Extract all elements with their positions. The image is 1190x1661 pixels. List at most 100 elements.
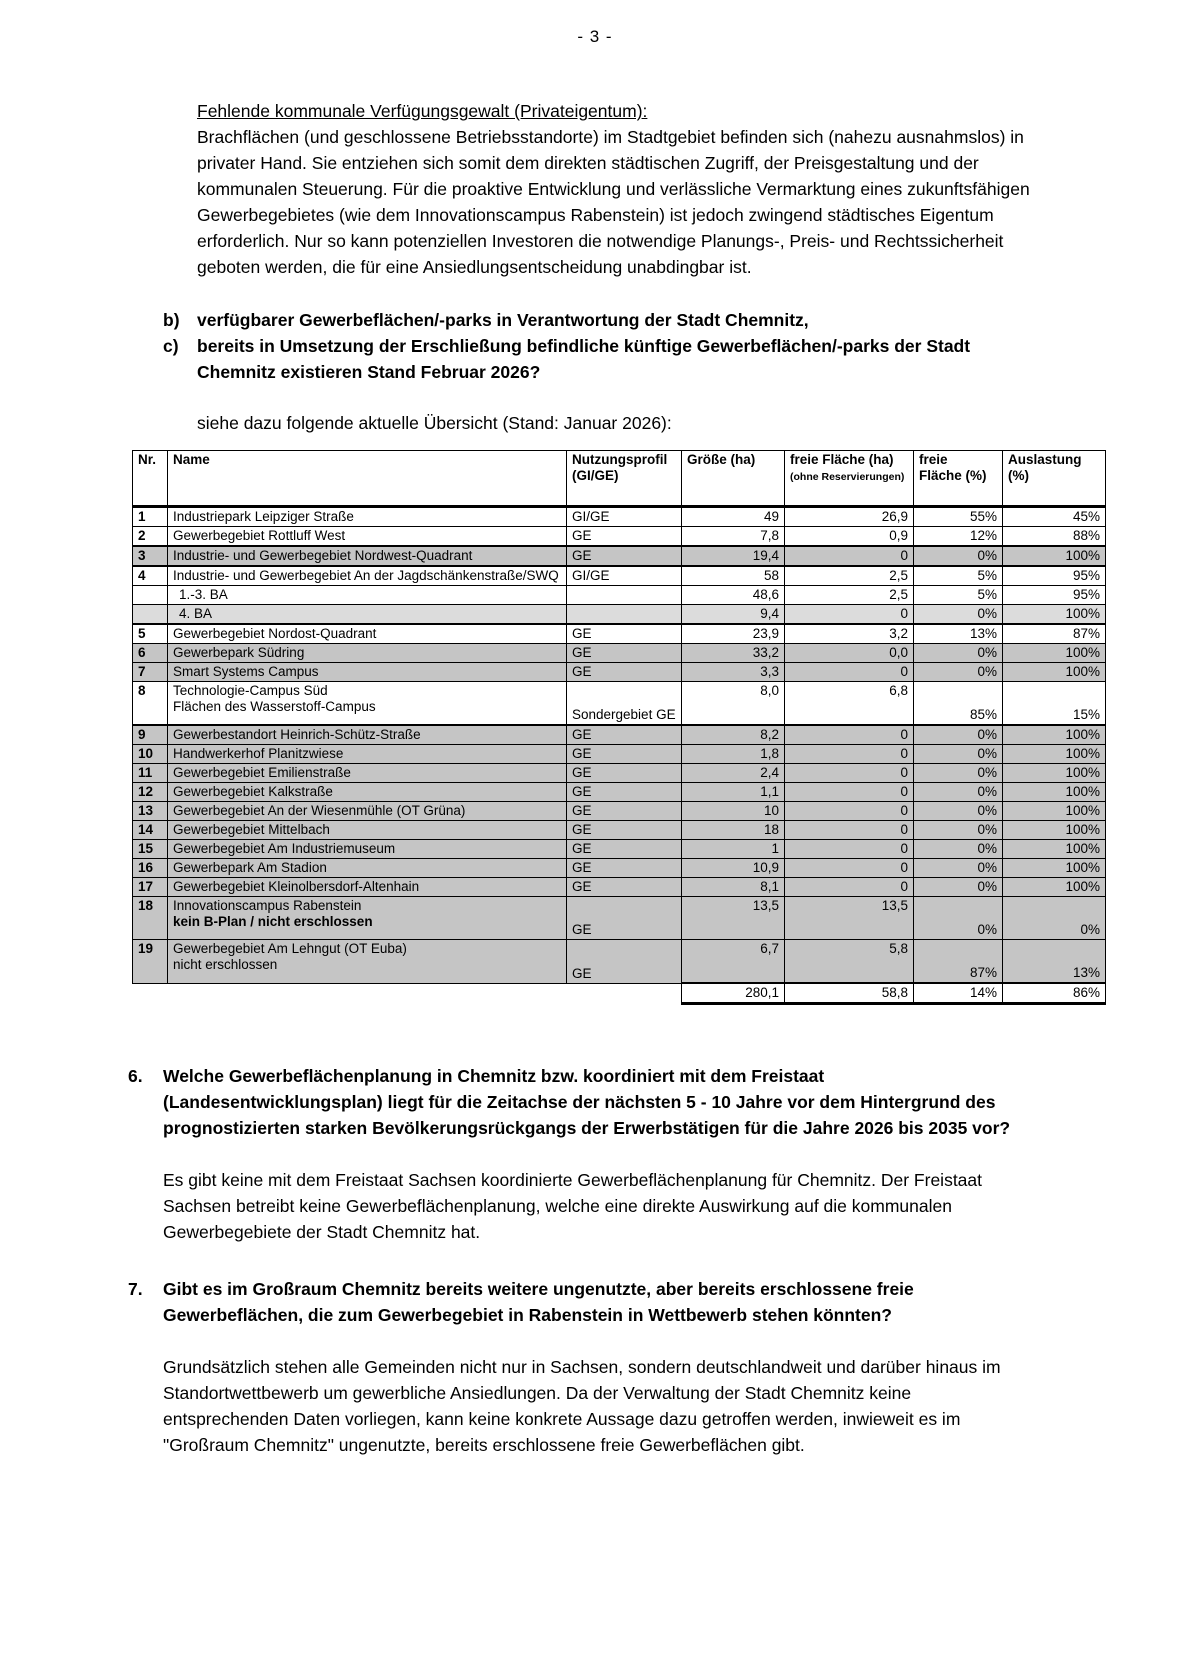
cell-name: Gewerbepark Südring xyxy=(167,643,567,663)
cell-frei-ha: 0 xyxy=(784,801,914,821)
cell-groesse: 8,0 xyxy=(681,681,785,726)
question-7-text: Gibt es im Großraum Chemnitz bereits wei… xyxy=(163,1279,914,1325)
cell-nr: 3 xyxy=(132,545,168,567)
site-name: 4. BA xyxy=(179,606,213,621)
cell-groesse: 1,8 xyxy=(681,744,785,764)
cell-auslastung: 100% xyxy=(1002,858,1106,878)
cell-name: 1.-3. BA xyxy=(167,585,567,605)
table-row: 1.-3. BA 48,6 2,5 5% 95% xyxy=(132,585,1106,605)
total-frei-pct: 14% xyxy=(913,982,1003,1005)
header-auslastung-line1: Auslastung xyxy=(1008,452,1082,467)
table-header: Nr. Name Nutzungsprofil (GI/GE) Größe (h… xyxy=(132,450,1106,508)
cell-frei-ha: 2,5 xyxy=(784,565,914,586)
cell-nutzungsprofil: GE xyxy=(566,623,682,644)
cell-nr: 18 xyxy=(132,896,168,940)
cell-auslastung: 13% xyxy=(1002,939,1106,984)
table-row: 13 Gewerbegebiet An der Wiesenmühle (OT G… xyxy=(132,801,1106,821)
cell-frei-ha: 0 xyxy=(784,820,914,840)
table-row: 16 Gewerbepark Am Stadion GE 10,9 0 0% 100% xyxy=(132,858,1106,878)
total-frei-ha: 58,8 xyxy=(784,982,914,1005)
cell-frei-ha: 0 xyxy=(784,545,914,567)
cell-nr: 1 xyxy=(132,506,168,527)
table-row: 15 Gewerbegebiet Am Industriemuseum GE 1 0 0%… xyxy=(132,839,1106,859)
question-7-block: 7. Gibt es im Großraum Chemnitz bereits … xyxy=(128,1276,1040,1458)
table-row: 4 Industrie- und Gewerbegebiet An der Jag… xyxy=(132,565,1106,586)
header-nutzungsprofil-line2: (GI/GE) xyxy=(572,468,619,483)
cell-auslastung: 100% xyxy=(1002,763,1106,783)
site-name-note: kein B-Plan / nicht erschlossen xyxy=(173,914,373,929)
question-6-block: 6. Welche Gewerbeflächenplanung in Chemn… xyxy=(128,1063,1040,1245)
list-item-b-text: verfügbarer Gewerbeflächen/-parks in Ver… xyxy=(197,310,809,330)
question-6-number: 6. xyxy=(128,1066,143,1086)
cell-groesse: 8,2 xyxy=(681,724,785,745)
cell-name: Gewerbegebiet Emilienstraße xyxy=(167,763,567,783)
table-row: 3 Industrie- und Gewerbegebiet Nordwest-Q… xyxy=(132,545,1106,567)
site-name: Handwerkerhof Planitzwiese xyxy=(173,746,344,761)
cell-frei-ha: 0 xyxy=(784,877,914,897)
cell-frei-pct: 0% xyxy=(913,604,1003,625)
cell-groesse: 6,7 xyxy=(681,939,785,984)
table-row: 2 Gewerbegebiet Rottluff West GE 7,8 0,9 12% 8… xyxy=(132,526,1106,547)
cell-nr xyxy=(132,585,168,605)
cell-nutzungsprofil: GE xyxy=(566,877,682,897)
cell-auslastung: 100% xyxy=(1002,643,1106,663)
cell-name: Gewerbegebiet Am Lehngut (OT Euba) nicht … xyxy=(167,939,567,984)
cell-auslastung: 0% xyxy=(1002,896,1106,940)
table-row: 14 Gewerbegebiet Mittelbach GE 18 0 0% 100% xyxy=(132,820,1106,840)
cell-frei-ha: 26,9 xyxy=(784,506,914,527)
header-freie-flaeche-ha: freie Fläche (ha) (ohne Reservierungen) xyxy=(784,450,914,508)
cell-frei-pct: 12% xyxy=(913,526,1003,547)
cell-name: Gewerbegebiet Mittelbach xyxy=(167,820,567,840)
cell-auslastung: 15% xyxy=(1002,681,1106,726)
cell-groesse: 8,1 xyxy=(681,877,785,897)
site-name: Innovationscampus Rabenstein xyxy=(173,898,362,913)
table-row: 9 Gewerbestandort Heinrich-Schütz-Straße G… xyxy=(132,724,1106,745)
cell-groesse: 7,8 xyxy=(681,526,785,547)
site-name: Gewerbegebiet Rottluff West xyxy=(173,528,346,543)
list-item-c: c) bereits in Umsetzung der Erschließung… xyxy=(163,333,1050,385)
question-7: 7. Gibt es im Großraum Chemnitz bereits … xyxy=(128,1276,1040,1328)
site-name: Industrie- und Gewerbegebiet An der Jagd… xyxy=(173,568,559,583)
header-groesse: Größe (ha) xyxy=(681,450,785,508)
page-number: - 3 - xyxy=(577,27,613,46)
cell-frei-pct: 0% xyxy=(913,662,1003,682)
cell-frei-ha: 3,2 xyxy=(784,623,914,644)
site-name: Gewerbepark Südring xyxy=(173,645,305,660)
cell-auslastung: 100% xyxy=(1002,545,1106,567)
cell-frei-pct: 0% xyxy=(913,782,1003,802)
cell-nr: 4 xyxy=(132,565,168,586)
cell-nr: 11 xyxy=(132,763,168,783)
header-auslastung-line2: (%) xyxy=(1008,468,1029,483)
cell-nutzungsprofil xyxy=(566,585,682,605)
cell-frei-pct: 0% xyxy=(913,724,1003,745)
question-6: 6. Welche Gewerbeflächenplanung in Chemn… xyxy=(128,1063,1040,1141)
site-name: Gewerbepark Am Stadion xyxy=(173,860,327,875)
cell-name: Gewerbegebiet Am Industriemuseum xyxy=(167,839,567,859)
cell-nutzungsprofil: GE xyxy=(566,858,682,878)
cell-auslastung: 100% xyxy=(1002,782,1106,802)
cell-nutzungsprofil: GE xyxy=(566,801,682,821)
cell-frei-ha: 0 xyxy=(784,662,914,682)
site-name: Gewerbegebiet Nordost-Quadrant xyxy=(173,626,377,641)
list-item-b: b) verfügbarer Gewerbeflächen/-parks in … xyxy=(163,307,1050,333)
cell-frei-pct: 0% xyxy=(913,858,1003,878)
site-name: Gewerbegebiet Emilienstraße xyxy=(173,765,351,780)
cell-nutzungsprofil: GE xyxy=(566,526,682,547)
cell-frei-ha: 6,8 xyxy=(784,681,914,726)
cell-frei-pct: 85% xyxy=(913,681,1003,726)
cell-frei-pct: 0% xyxy=(913,839,1003,859)
cell-frei-ha: 0 xyxy=(784,763,914,783)
cell-nr: 7 xyxy=(132,662,168,682)
cell-nr xyxy=(132,604,168,625)
cell-groesse: 9,4 xyxy=(681,604,785,625)
cell-name: Gewerbegebiet Rottluff West xyxy=(167,526,567,547)
table-row: 1 Industriepark Leipziger Straße GI/GE 49 26… xyxy=(132,506,1106,527)
header-name: Name xyxy=(167,450,567,508)
table-row: 18 Innovationscampus Rabenstein kein B-Pla… xyxy=(132,896,1106,940)
table-row: 12 Gewerbegebiet Kalkstraße GE 1,1 0 0% 100% xyxy=(132,782,1106,802)
cell-groesse: 1,1 xyxy=(681,782,785,802)
cell-name: Gewerbegebiet An der Wiesenmühle (OT Grü… xyxy=(167,801,567,821)
cell-frei-ha: 0 xyxy=(784,782,914,802)
cell-name: Industriepark Leipziger Straße xyxy=(167,506,567,527)
site-name: Industrie- und Gewerbegebiet Nordwest-Qu… xyxy=(173,548,473,563)
